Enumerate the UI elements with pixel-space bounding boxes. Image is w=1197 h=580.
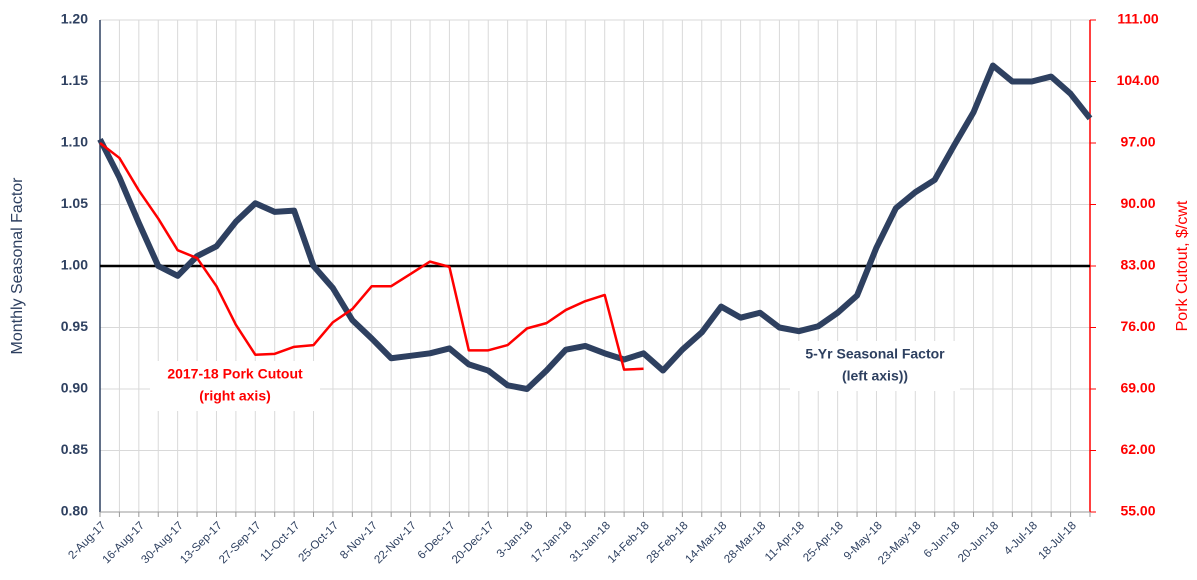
x-tick-label: 17-Jan-18 bbox=[529, 520, 574, 565]
x-tick-label: 28-Mar-18 bbox=[722, 520, 768, 566]
y-tick-label: 0.95 bbox=[61, 318, 88, 334]
series-line bbox=[97, 62, 1093, 392]
x-tick-label: 20-Jun-18 bbox=[956, 520, 1001, 565]
annotation: 5-Yr Seasonal Factor bbox=[805, 346, 945, 362]
x-tick-label: 25-Oct-17 bbox=[297, 520, 342, 565]
y2-tick-label: 69.00 bbox=[1120, 380, 1155, 396]
y-tick-label: 0.90 bbox=[61, 380, 88, 396]
x-tick-label: 11-Oct-17 bbox=[258, 520, 302, 564]
series-line bbox=[99, 142, 644, 371]
y2-tick-label: 83.00 bbox=[1120, 257, 1155, 273]
annotation-box bbox=[150, 361, 320, 411]
annotation: (right axis) bbox=[199, 388, 271, 404]
y-tick-label: 0.85 bbox=[61, 441, 88, 457]
annotation: (left axis)) bbox=[842, 368, 908, 384]
y-tick-label: 1.20 bbox=[61, 11, 88, 27]
annotation: 2017-18 Pork Cutout bbox=[167, 366, 303, 382]
x-tick-label: 18-Jul-18 bbox=[1036, 520, 1078, 562]
x-tick-label: 22-Nov-17 bbox=[372, 520, 418, 566]
x-tick-label: 25-Apr-18 bbox=[801, 520, 846, 565]
y2-axis-title: Pork Cutout, $/cwt bbox=[1174, 200, 1191, 331]
y-tick-label: 1.00 bbox=[61, 257, 88, 273]
y2-tick-label: 76.00 bbox=[1120, 318, 1155, 334]
y-tick-label: 1.15 bbox=[61, 72, 88, 88]
y-tick-label: 1.10 bbox=[61, 134, 88, 150]
y2-tick-label: 55.00 bbox=[1120, 503, 1155, 519]
y-axis-title: Monthly Seasonal Factor bbox=[9, 177, 26, 355]
annotation-box bbox=[790, 341, 960, 391]
y-tick-label: 1.05 bbox=[61, 195, 88, 211]
x-tick-label: 20-Dec-17 bbox=[450, 520, 496, 566]
x-tick-label: 11-Apr-18 bbox=[763, 520, 807, 564]
x-tick-label: 27-Sep-17 bbox=[217, 520, 263, 566]
x-tick-label: 6-Jun-18 bbox=[922, 520, 963, 561]
y2-tick-label: 90.00 bbox=[1120, 195, 1155, 211]
y2-tick-label: 104.00 bbox=[1117, 72, 1160, 88]
y2-tick-label: 97.00 bbox=[1120, 134, 1155, 150]
y2-tick-label: 62.00 bbox=[1120, 441, 1155, 457]
y-tick-label: 0.80 bbox=[61, 503, 88, 519]
x-tick-label: 4-Jul-18 bbox=[1002, 520, 1040, 558]
x-tick-label: 3-Jan-18 bbox=[495, 520, 536, 561]
y2-tick-label: 111.00 bbox=[1117, 11, 1158, 27]
